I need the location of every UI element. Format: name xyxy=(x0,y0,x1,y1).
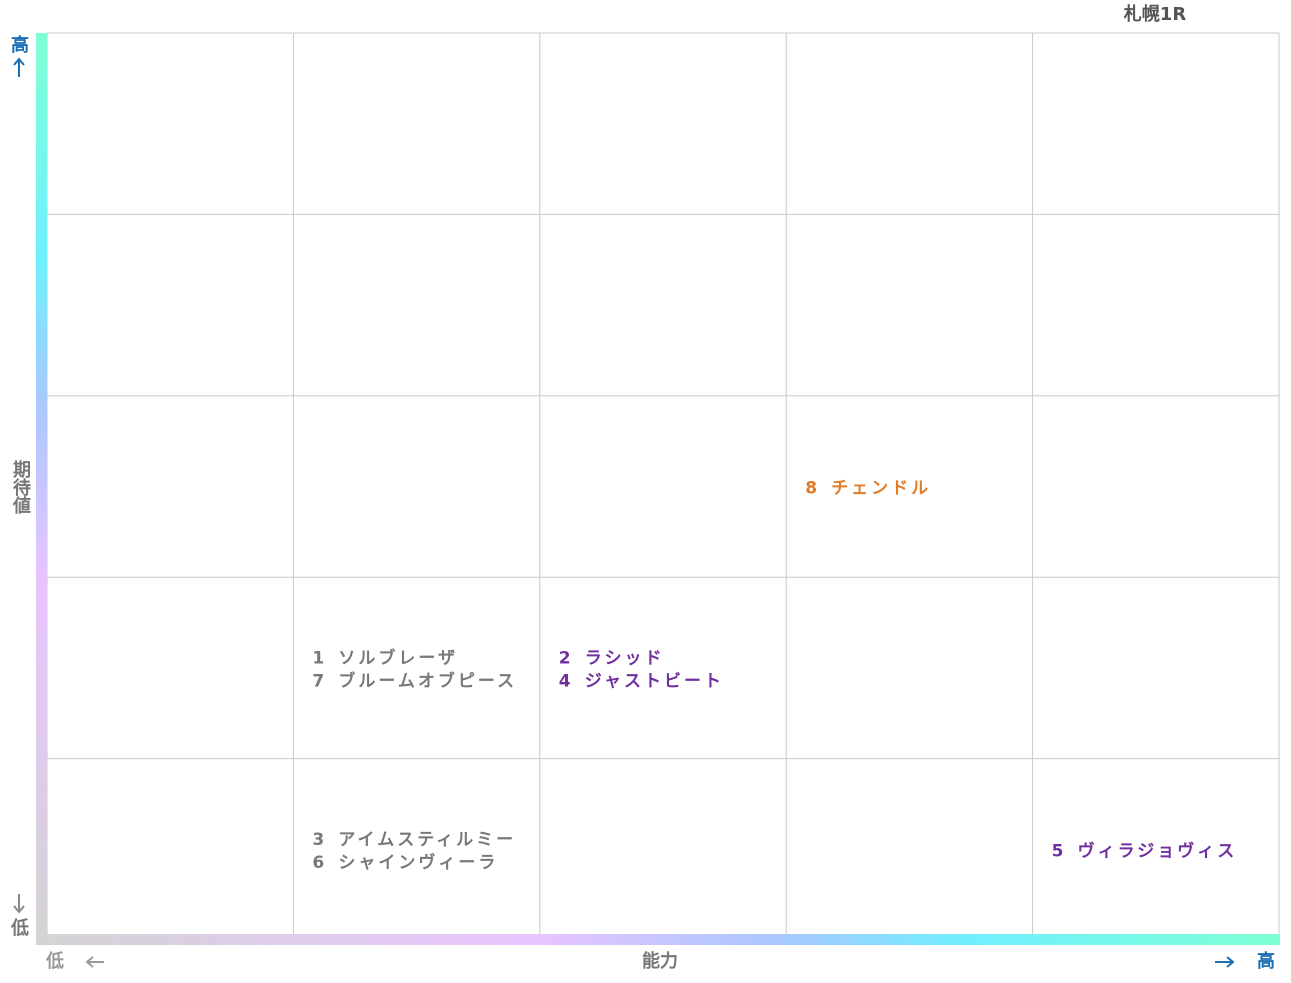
arrow-right xyxy=(1215,956,1235,968)
entry-number: 7 xyxy=(312,671,324,691)
grid xyxy=(46,32,1280,941)
entry-number: 2 xyxy=(559,648,571,668)
x-label: 能力 xyxy=(642,950,678,972)
y-axis-bar xyxy=(36,33,47,945)
x-low: 低 xyxy=(45,950,64,972)
entry-number: 6 xyxy=(312,853,324,873)
entry-name: アイムスティルミー xyxy=(338,830,516,850)
entry-name: ブルームオブピース xyxy=(338,670,517,691)
title: 札幌1R xyxy=(1123,3,1187,25)
grid-frame xyxy=(46,32,1280,941)
entry-name: ジャストビート xyxy=(585,671,724,691)
entry-number: 8 xyxy=(805,479,817,499)
entry-name: シャインヴィーラ xyxy=(338,852,498,873)
entry-number: 3 xyxy=(312,830,324,850)
arrow-left xyxy=(85,956,104,968)
y-high: 高 xyxy=(11,34,29,56)
arrow-up xyxy=(13,57,25,77)
arrow-down xyxy=(13,894,25,914)
entry-name: ソルブレーザ xyxy=(338,647,458,668)
x-high: 高 xyxy=(1257,950,1275,972)
entry-name: ラシッド xyxy=(585,648,665,668)
entry-name: ヴィラジョヴィス xyxy=(1078,840,1238,861)
entries: 1 ソルブレーザ 7 ブルームオブピース 2 ラシッド 4 ジャストビート 8 チェンドル 3 アイム… xyxy=(312,479,1238,873)
entry-number: 5 xyxy=(1052,841,1064,861)
entry-number: 1 xyxy=(312,648,324,668)
y-low: 低 xyxy=(10,917,29,939)
x-axis-bar xyxy=(36,934,1280,945)
entry-name: チェンドル xyxy=(831,479,931,499)
entry-number: 4 xyxy=(559,671,571,691)
y-label: 期待値 xyxy=(10,460,32,515)
